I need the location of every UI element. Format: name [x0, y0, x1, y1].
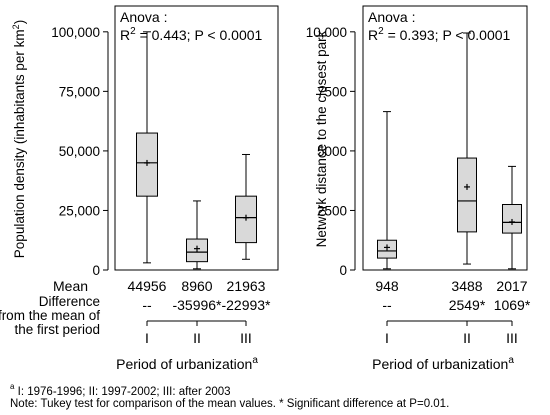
x-category-label: I	[385, 330, 389, 346]
anova-stat-text: = 0.443; P < 0.0001	[136, 27, 263, 43]
x-category-label: II	[463, 330, 471, 346]
chart-panel-2: Anova :R2 = 0.393; P < 0.000102500500075…	[306, 5, 531, 372]
mean-row-label: Mean	[53, 278, 88, 294]
anova-title: Anova :	[368, 9, 415, 25]
difference-value: --	[382, 297, 392, 313]
y-axis-label-text: Network distance to the closest park	[314, 30, 329, 247]
x-category-label: III	[240, 330, 252, 346]
box-I	[377, 111, 397, 270]
difference-value: -35996*	[172, 297, 222, 313]
plot-frame	[114, 5, 279, 271]
x-axis-title-superscript: a	[252, 355, 258, 366]
x-category-label: III	[506, 330, 518, 346]
x-axis-title-text: Period of urbanization	[116, 356, 252, 372]
box-I	[136, 31, 158, 264]
chart-panel-1: Anova :R2 = 0.443; P < 0.0001025,00050,0…	[0, 5, 279, 372]
difference-row-label: the first period	[14, 322, 100, 337]
box-II	[457, 32, 477, 265]
y-axis-label: Network distance to the closest park	[314, 30, 329, 247]
mean-value: 21963	[227, 278, 266, 294]
difference-value: 2549*	[449, 297, 486, 313]
difference-value: 1069*	[494, 297, 531, 313]
y-tick-label: 25,000	[59, 203, 100, 218]
y-tick-label: 100,000	[51, 25, 100, 40]
mean-value: 2017	[496, 278, 527, 294]
anova-r-symbol: R	[120, 27, 130, 43]
difference-value: --	[142, 297, 152, 313]
footnote-periods: a I: 1976-1996; II: 1997-2002; III: afte…	[10, 382, 231, 398]
mean-value: 3488	[451, 278, 482, 294]
footnote-tukey: Note: Tukey test for comparison of the m…	[10, 398, 450, 410]
y-tick-label: 0	[92, 263, 100, 278]
box-II	[186, 200, 208, 270]
anova-stat-text: = 0.393; P < 0.0001	[384, 27, 511, 43]
plot-frame	[362, 5, 528, 271]
footnote-marker: a	[10, 382, 15, 391]
anova-r-symbol: R	[368, 27, 378, 43]
mean-value: 44956	[128, 278, 167, 294]
y-tick-label: 2500	[317, 203, 347, 218]
difference-value: -22993*	[221, 297, 271, 313]
x-category-label: II	[193, 330, 201, 346]
y-axis-label: Population density (inhabitants per km2)	[11, 20, 27, 258]
box-III	[502, 165, 522, 270]
footnote-periods-text: I: 1976-1996; II: 1997-2002; III: after …	[14, 385, 231, 398]
difference-row-label: Difference	[39, 294, 100, 309]
x-axis-title: Period of urbanizationa	[372, 355, 514, 372]
y-tick-label: 10,000	[306, 25, 347, 40]
difference-row-label: from the mean of	[0, 308, 100, 323]
y-tick-label: 50,000	[59, 144, 100, 159]
y-tick-label: 75,000	[59, 84, 100, 99]
anova-r-superscript: 2	[130, 26, 136, 37]
anova-statistics: R2 = 0.393; P < 0.0001	[368, 26, 511, 43]
x-axis-title-superscript: a	[508, 355, 514, 366]
x-axis-title: Period of urbanizationa	[116, 355, 258, 372]
y-axis-label-text: Population density (inhabitants per km	[12, 29, 27, 258]
anova-r-superscript: 2	[378, 26, 384, 37]
mean-value: 948	[375, 278, 399, 294]
y-tick-label: 7500	[317, 84, 347, 99]
y-tick-label: 5000	[317, 144, 347, 159]
y-axis-label-superscript: 2	[11, 24, 21, 29]
anova-title: Anova :	[120, 9, 167, 25]
x-category-label: I	[145, 330, 149, 346]
interquartile-box	[502, 204, 522, 234]
anova-statistics: R2 = 0.443; P < 0.0001	[120, 26, 263, 43]
x-axis-title-text: Period of urbanization	[372, 356, 508, 372]
y-tick-label: 0	[339, 263, 347, 278]
y-axis-label-close: )	[12, 20, 27, 25]
box-III	[235, 153, 257, 260]
interquartile-box	[457, 157, 477, 233]
mean-value: 8960	[181, 278, 212, 294]
